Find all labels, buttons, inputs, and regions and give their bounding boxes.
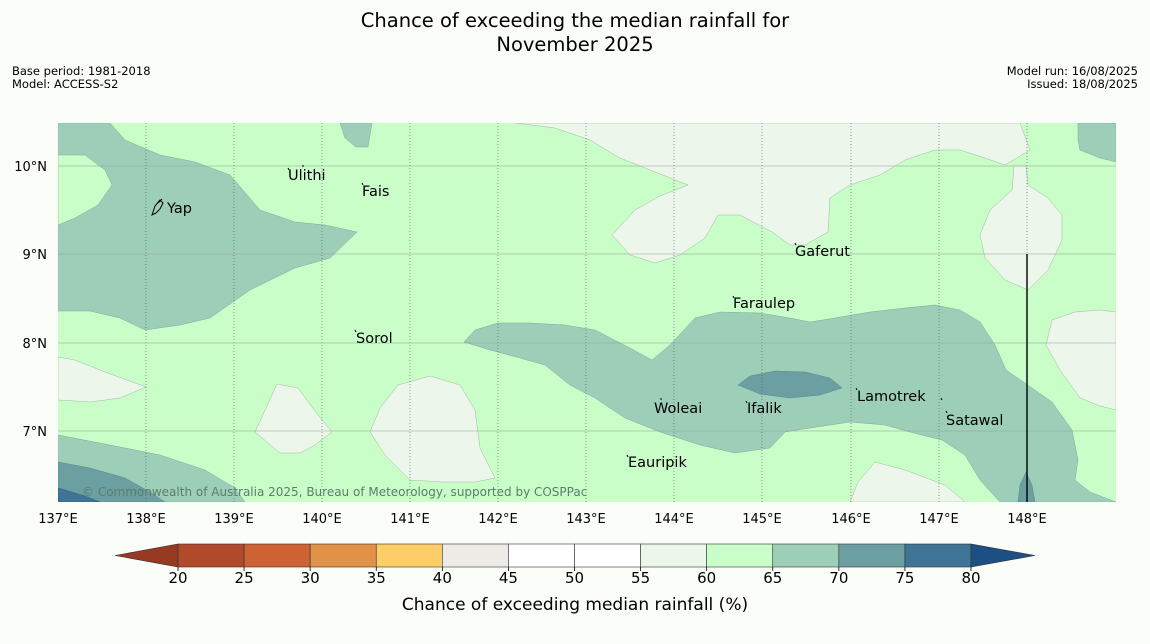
chart-title: Chance of exceeding the median rainfall … <box>0 9 1150 57</box>
lat-label: 10°N <box>14 160 47 175</box>
contour-70-75-sw <box>58 461 166 502</box>
map-area <box>58 123 1116 502</box>
place-ifalik: Ifalik <box>747 401 782 417</box>
issued-date: Issued: 18/08/2025 <box>1027 77 1138 91</box>
colorbar-tick-label: 30 <box>301 569 320 587</box>
colorbar-extend-low <box>114 543 179 568</box>
contour-70-75-blob <box>737 370 843 399</box>
place-labels: Ulithi Fais Yap Gaferut Faraulep Sorol W… <box>166 168 1003 471</box>
place-lamotrek: Lamotrek <box>857 389 926 405</box>
colorbar-segment <box>177 543 245 568</box>
contour-65-70-west-top <box>339 123 373 148</box>
lon-label: 147°E <box>919 512 959 527</box>
colorbar-label: Chance of exceeding median rainfall (%) <box>402 595 748 615</box>
place-sorol: Sorol <box>356 331 393 347</box>
colorbar-segment <box>309 543 377 568</box>
colorbar-tick-label: 70 <box>829 569 848 587</box>
colorbar-segments <box>114 543 1036 568</box>
contour-55-60-north <box>514 123 1031 264</box>
colorbar-segment <box>838 543 906 568</box>
colorbar-tick-label: 75 <box>895 569 914 587</box>
parallels <box>58 165 1116 432</box>
colorbar-tick-label: 45 <box>499 569 518 587</box>
longitude-labels: 137°E 138°E 139°E 140°E 141°E 142°E 143°… <box>38 512 1047 527</box>
place-faraulep: Faraulep <box>733 296 795 312</box>
place-eauripik: Eauripik <box>628 455 687 471</box>
colorbar-segment <box>904 543 972 568</box>
yap-island-outline <box>151 198 164 216</box>
colorbar-tick-label: 35 <box>367 569 386 587</box>
colorbar-segment <box>442 543 509 568</box>
meta-right: Model run: 16/08/2025 Issued: 18/08/2025 <box>1007 65 1138 91</box>
island-markers <box>287 165 948 458</box>
lon-label: 146°E <box>831 512 871 527</box>
model-name: Model: ACCESS-S2 <box>12 77 119 91</box>
lat-label: 7°N <box>23 425 48 440</box>
colorbar-tick-label: 80 <box>961 569 980 587</box>
colorbar-tick-label: 25 <box>235 569 254 587</box>
contour-75-80-sw <box>58 487 101 502</box>
contour-55-60-south-c <box>849 461 966 502</box>
place-gaferut: Gaferut <box>795 244 850 260</box>
colorbar-segment <box>508 543 575 568</box>
colorbar-tick-label: 55 <box>631 569 650 587</box>
colorbar-ticks: 20 25 30 35 40 45 50 55 60 65 70 75 80 <box>168 567 981 587</box>
colorbar-segment <box>772 543 840 568</box>
colorbar-segment <box>243 543 311 568</box>
colorbar-tick-label: 65 <box>763 569 782 587</box>
lon-label: 137°E <box>38 512 78 527</box>
colorbar: 20 25 30 35 40 45 50 55 60 65 70 75 80 Chance of exc… <box>114 543 1036 615</box>
lon-label: 145°E <box>742 512 782 527</box>
contour-65-70-central <box>463 304 1116 502</box>
latitude-labels: 10°N 9°N 8°N 7°N <box>14 160 47 440</box>
lon-label: 141°E <box>390 512 430 527</box>
lon-label: 142°E <box>478 512 518 527</box>
base-period: Base period: 1981-2018 <box>12 64 151 78</box>
colorbar-segment <box>574 543 641 568</box>
lat-label: 8°N <box>23 337 48 352</box>
contour-55-60-east <box>979 165 1063 291</box>
contour-55-60-west-small <box>58 356 147 403</box>
colorbar-tick-label: 40 <box>433 569 452 587</box>
copyright-credit: © Commonwealth of Australia 2025, Bureau… <box>82 485 587 499</box>
colorbar-segment <box>706 543 774 568</box>
title-line-1: Chance of exceeding the median rainfall … <box>360 9 790 32</box>
contour-65-70-west <box>58 123 358 331</box>
place-woleai: Woleai <box>654 401 702 417</box>
title-line-2: November 2025 <box>496 33 654 56</box>
meta-left: Base period: 1981-2018 Model: ACCESS-S2 <box>12 65 151 91</box>
contour-55-60-fareast <box>1045 309 1116 411</box>
colorbar-tick-label: 20 <box>168 569 187 587</box>
place-satawal: Satawal <box>946 413 1003 429</box>
lon-label: 140°E <box>302 512 342 527</box>
contour-55-60-south-b <box>369 375 496 483</box>
place-fais: Fais <box>362 184 389 200</box>
contour-60-65-topleft <box>58 154 113 226</box>
contour-55-60-south-a <box>254 383 333 454</box>
place-yap: Yap <box>166 201 192 217</box>
lon-label: 144°E <box>654 512 694 527</box>
place-ulithi: Ulithi <box>288 168 326 184</box>
colorbar-tick-label: 60 <box>697 569 716 587</box>
model-run: Model run: 16/08/2025 <box>1006 64 1138 78</box>
lon-label: 148°E <box>1007 512 1047 527</box>
colorbar-segment <box>375 543 443 568</box>
colorbar-extend-high <box>970 543 1036 568</box>
colorbar-tick-label: 50 <box>565 569 584 587</box>
lat-label: 9°N <box>23 248 48 263</box>
colorbar-segment <box>640 543 707 568</box>
contour-65-70-ne <box>1077 123 1116 163</box>
lon-label: 143°E <box>566 512 606 527</box>
lon-label: 138°E <box>126 512 166 527</box>
lon-label: 139°E <box>214 512 254 527</box>
